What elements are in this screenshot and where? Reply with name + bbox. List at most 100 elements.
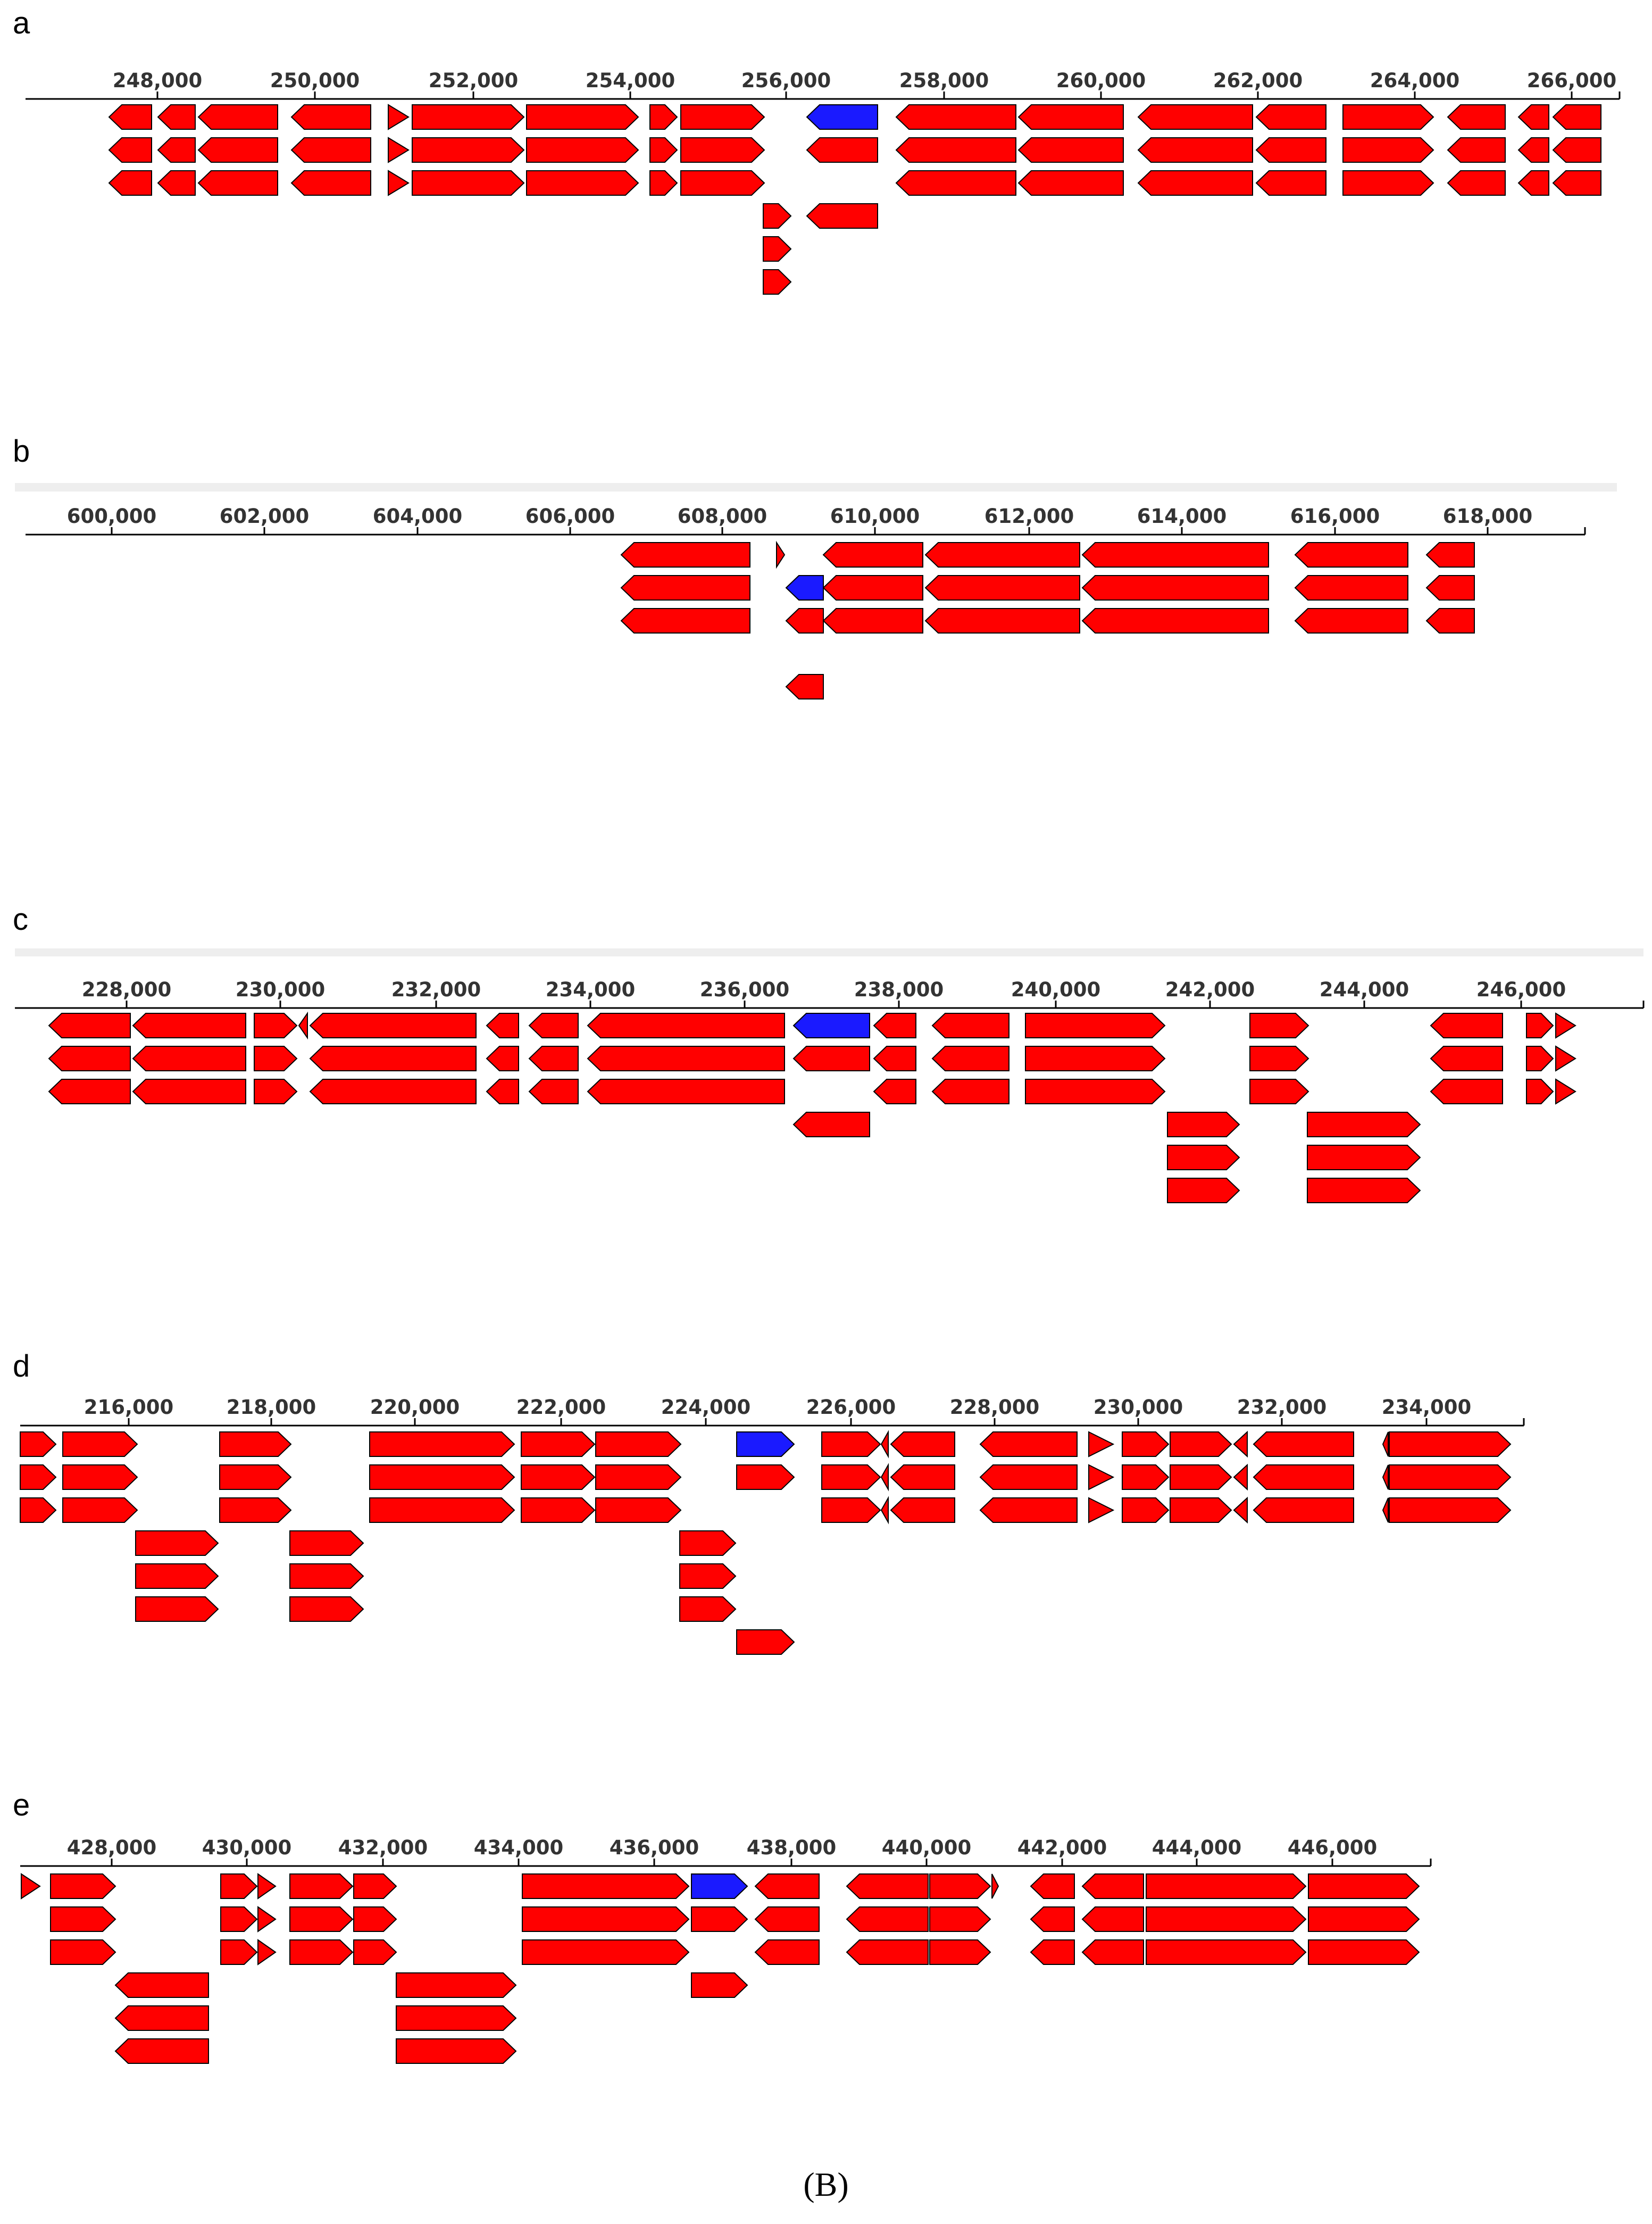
axis-tick-label: 616,000: [1290, 505, 1380, 528]
gene-arrow: [1017, 104, 1124, 130]
gene-arrow: [792, 1046, 870, 1071]
gene-arrow: [50, 1873, 116, 1899]
gene-arrow: [929, 1906, 991, 1932]
gene-arrow: [132, 1046, 246, 1071]
gene-arrow: [396, 2005, 517, 2031]
gene-arrow: [1294, 542, 1408, 568]
axis-tick-label: 444,000: [1152, 1836, 1242, 1859]
gene-arrow: [595, 1431, 682, 1457]
gene-arrow: [289, 1906, 354, 1932]
gene-arrow: [649, 170, 678, 196]
gene-arrow: [521, 1497, 596, 1523]
panel-e: 428,000 430,000 432,000 434,000 436,000 438,0…: [20, 1836, 1432, 2064]
gene-arrow: [1255, 137, 1326, 163]
axis-tick-label: 254,000: [586, 69, 675, 92]
gene-arrow: [1382, 1431, 1389, 1457]
gene-arrow: [822, 575, 923, 601]
gene-arrow: [521, 1431, 596, 1457]
gene-arrow: [220, 1906, 258, 1932]
gene-arrow: [1088, 1431, 1115, 1457]
gene-arrow: [846, 1873, 929, 1899]
gene-arrow: [412, 104, 525, 130]
axis-tick-label: 434,000: [474, 1836, 564, 1859]
axis-tick-label: 438,000: [747, 1836, 837, 1859]
gene-arrow: [1170, 1497, 1232, 1523]
gene-arrow: [1025, 1046, 1166, 1071]
gene-arrow: [1122, 1497, 1170, 1523]
gene-arrow: [754, 1873, 820, 1899]
gene-arrow: [649, 137, 678, 163]
panel-label-e: e: [13, 1788, 30, 1822]
gene-arrow: [257, 1906, 277, 1933]
gene-arrow: [1025, 1079, 1166, 1104]
axis-tick-label: 242,000: [1165, 978, 1255, 1001]
highlighted-gene-arrow: [736, 1431, 795, 1457]
gene-arrow: [290, 104, 371, 130]
gene-arrow: [929, 1939, 991, 1965]
gene-arrow: [1249, 1013, 1309, 1038]
gene-arrow: [1167, 1112, 1240, 1137]
gene-arrow: [846, 1906, 929, 1932]
gene-arrow: [20, 1431, 57, 1457]
gene-arrow: [1307, 1145, 1421, 1170]
gene-arrow: [754, 1939, 820, 1965]
gene-arrow: [254, 1013, 298, 1038]
gene-arrow: [157, 170, 196, 196]
gene-arrow: [114, 2005, 209, 2031]
gene-arrow: [821, 1497, 881, 1523]
gene-arrow: [1167, 1145, 1240, 1170]
gene-arrow: [526, 137, 639, 163]
gene-arrow: [388, 170, 410, 196]
gene-arrow: [62, 1464, 138, 1490]
gene-arrow: [1526, 1013, 1554, 1038]
gene-arrow: [880, 1430, 889, 1459]
gene-arrow: [680, 137, 765, 163]
gene-arrow: [873, 1079, 916, 1104]
axis-tick-label: 600,000: [67, 505, 157, 528]
gene-arrow: [821, 1464, 881, 1490]
gene-arrow: [679, 1530, 737, 1556]
gene-arrow: [20, 1464, 57, 1490]
gene-arrow: [890, 1431, 955, 1457]
gene-arrow: [21, 1873, 41, 1900]
gene-arrow: [880, 1496, 889, 1525]
gene-arrow: [1146, 1873, 1307, 1899]
axis-tick-label: 240,000: [1011, 978, 1101, 1001]
gene-arrow: [1447, 170, 1506, 196]
gene-arrow: [763, 203, 792, 229]
gene-arrow: [873, 1046, 916, 1071]
gene-arrow: [220, 1873, 258, 1899]
panel-label-b: b: [13, 434, 30, 469]
gene-arrow: [822, 542, 923, 568]
gene-arrow: [1255, 104, 1326, 130]
gene-arrow: [991, 1873, 999, 1899]
gene-arrow: [1233, 1463, 1248, 1491]
gene-arrow: [1233, 1496, 1248, 1524]
gene-arrow: [895, 137, 1016, 163]
highlighted-gene-arrow: [792, 1013, 870, 1038]
gene-arrow: [1137, 137, 1253, 163]
gene-arrow: [931, 1013, 1009, 1038]
gene-arrow: [353, 1906, 397, 1932]
gene-arrow: [369, 1464, 515, 1490]
figure-caption: (B): [803, 2165, 849, 2203]
gene-arrow: [1146, 1906, 1307, 1932]
gene-arrow: [526, 170, 639, 196]
gene-arrow: [587, 1013, 785, 1038]
gene-arrow: [1555, 1012, 1576, 1039]
axis-tick-label: 250,000: [270, 69, 360, 92]
gene-arrow: [1081, 1939, 1144, 1965]
axis-tick-label: 222,000: [516, 1396, 606, 1419]
gene-arrow: [289, 1596, 364, 1622]
gene-arrow: [1308, 1939, 1420, 1965]
axis-tick-label: 252,000: [429, 69, 519, 92]
axis-tick-label: 610,000: [830, 505, 920, 528]
gene-arrow: [220, 1939, 258, 1965]
gene-arrow: [587, 1079, 785, 1104]
gene-arrow: [412, 137, 525, 163]
gene-arrow: [1552, 104, 1601, 130]
axis-tick-label: 262,000: [1213, 69, 1303, 92]
gene-arrow: [219, 1431, 292, 1457]
axis-tick-label: 604,000: [373, 505, 463, 528]
gene-arrow: [1249, 1046, 1309, 1071]
